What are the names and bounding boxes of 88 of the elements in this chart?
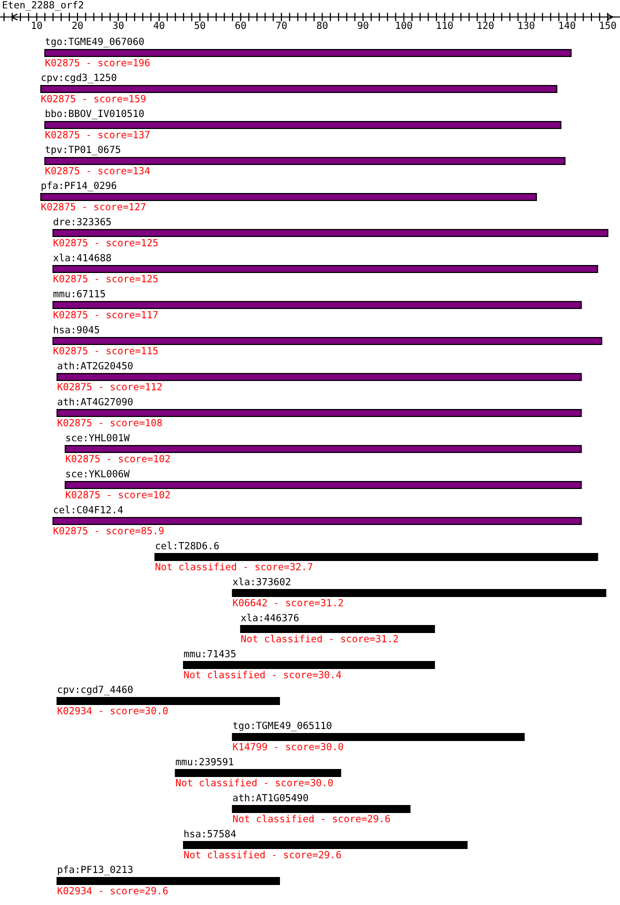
y-tick-label: ath:AT2G20450: [58, 362, 133, 370]
y-tick-label: xla:446376: [241, 614, 299, 622]
bar: [232, 805, 410, 813]
bar: [56, 373, 582, 381]
bar: [44, 121, 562, 129]
annotation: K02875 - score=117: [54, 310, 158, 318]
bar: [56, 877, 280, 885]
x-tick-label: 70: [276, 22, 287, 30]
bar: [64, 481, 582, 489]
x-tick-label: 50: [194, 22, 206, 30]
y-tick-label: xla:373602: [232, 578, 290, 586]
y-tick-label: tgo:TGME49_065110: [233, 722, 332, 732]
annotation: K02934 - score=29.6: [58, 886, 168, 894]
x-tick-label: 10: [32, 22, 42, 30]
annotation: K02875 - score=115: [54, 346, 158, 354]
bar: [56, 697, 280, 705]
y-tick-label: hsa:9045: [54, 326, 100, 334]
bar: [44, 157, 566, 165]
x-tick-label: 140: [559, 22, 576, 30]
x-tick-label: 110: [436, 22, 453, 30]
annotation: K02875 - score=112: [58, 382, 162, 390]
annotation: K02875 - score=137: [46, 130, 150, 138]
bar: [40, 193, 537, 201]
annotation: Not classified - score=29.6: [184, 850, 341, 858]
annotation: K02875 - score=102: [66, 490, 170, 498]
bar: [240, 625, 435, 633]
x-tick-label: 80: [317, 22, 328, 30]
x-tick-label: 100: [396, 22, 412, 30]
y-tick-label: pfa:PF14_0296: [42, 182, 116, 192]
y-tick-label: pfa:PF13_0213: [58, 866, 132, 876]
bar: [40, 85, 558, 93]
bar: [183, 841, 468, 849]
y-tick-label: cpv:cgd3_1250: [42, 74, 116, 84]
annotation: Not classified - score=30.4: [184, 670, 342, 678]
bar: [52, 265, 598, 273]
y-tick-label: dre:323365: [54, 218, 111, 226]
annotation: K02875 - score=102: [66, 454, 170, 462]
annotation: K06642 - score=31.2: [233, 598, 343, 606]
y-tick-label: sce:YHL001W: [66, 434, 130, 442]
annotation: K14799 - score=30.0: [233, 742, 344, 750]
y-tick-label: mmu:71435: [184, 650, 236, 658]
annotation: Not classified - score=32.7: [156, 562, 312, 570]
y-tick-label: cel:T28D6.6: [156, 542, 219, 550]
annotation: Not classified - score=30.0: [176, 778, 333, 786]
bar: [52, 301, 582, 309]
x-tick-label: 20: [72, 22, 83, 30]
bar: [174, 769, 342, 777]
bar: [232, 733, 525, 741]
bar: [183, 661, 435, 669]
x-tick-label: 90: [358, 22, 368, 30]
x-tick-label: 150: [600, 22, 616, 30]
y-tick-label: ath:AT1G05490: [233, 794, 308, 802]
annotation: K02875 - score=85.9: [54, 526, 164, 534]
x-tick-label: 30: [113, 22, 124, 30]
annotation: K02875 - score=125: [54, 238, 158, 246]
x-tick-label: 60: [235, 22, 246, 30]
y-tick-label: mmu:239591: [176, 758, 234, 766]
annotation: K02875 - score=159: [41, 94, 146, 102]
bar: [52, 337, 602, 345]
y-tick-label: hsa:57584: [184, 830, 236, 838]
x-tick-label: 120: [478, 22, 494, 30]
annotation: K02875 - score=125: [54, 274, 158, 282]
y-tick-label: xla:414688: [53, 254, 111, 262]
annotation: K02875 - score=127: [41, 202, 146, 210]
annotation: K02875 - score=108: [58, 418, 162, 426]
annotation: K02875 - score=134: [46, 166, 150, 174]
y-tick-label: sce:YKL006W: [66, 470, 130, 478]
y-tick-label: bbo:BBOV_IV010510: [46, 110, 144, 120]
y-tick-label: tpv:TP01_0675: [45, 146, 120, 156]
bar: [154, 553, 598, 561]
bar: [56, 409, 582, 417]
chart-title: Eten_2288_orf2: [2, 1, 84, 11]
y-tick-label: cpv:cgd7_4460: [58, 686, 133, 696]
y-tick-label: cel:C04F12.4: [54, 506, 123, 514]
bar: [64, 445, 582, 453]
annotation: K02875 - score=196: [46, 58, 150, 66]
y-tick-label: tgo:TGME49_067060: [45, 38, 144, 48]
y-tick-label: mmu:67115: [54, 290, 105, 298]
x-tick-label: 130: [518, 22, 534, 30]
annotation: Not classified - score=31.2: [241, 634, 398, 642]
bar: [52, 517, 582, 525]
bar: [44, 49, 572, 57]
bar: [52, 229, 608, 237]
y-tick-label: ath:AT4G27090: [58, 398, 133, 406]
x-tick-label: 40: [154, 22, 164, 30]
annotation: Not classified - score=29.6: [233, 814, 390, 822]
annotation: K02934 - score=30.0: [58, 706, 168, 714]
bar: [232, 589, 606, 597]
